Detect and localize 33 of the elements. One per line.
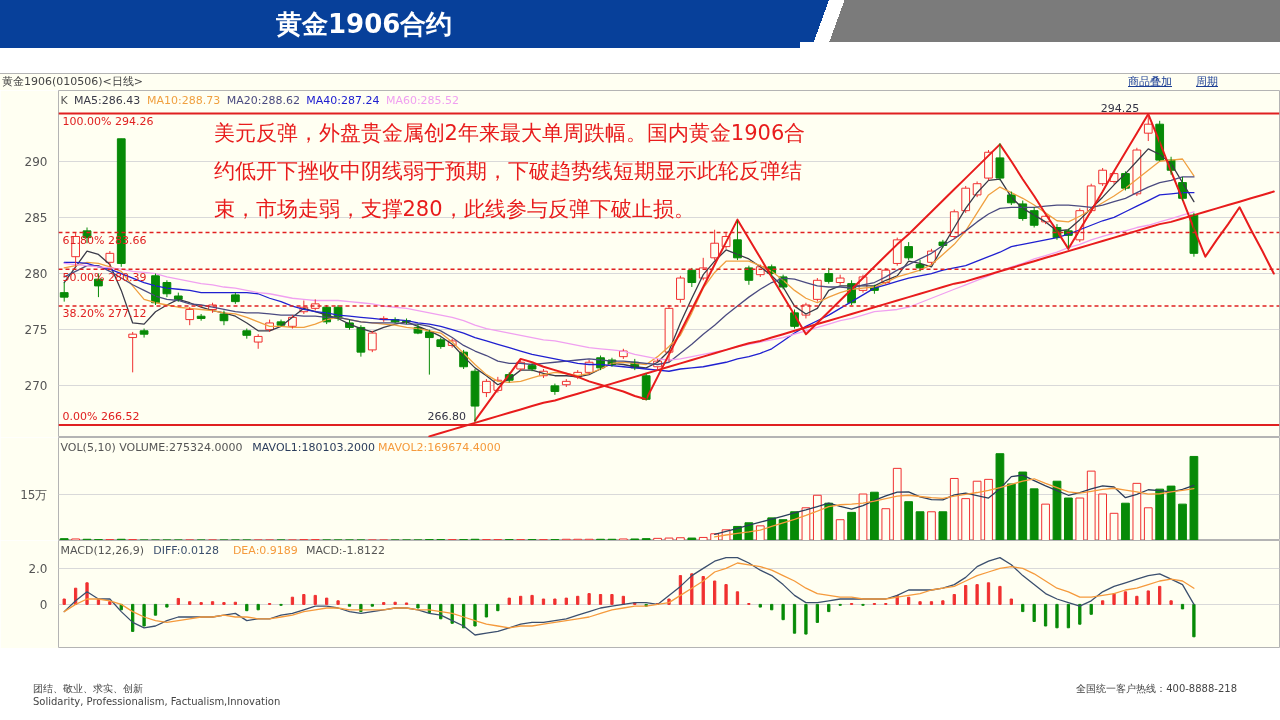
text: MA20:288.62 [226,93,300,107]
text: MA60:285.52 [385,93,460,107]
chart-subtitle: 黄金1906(010506)<日线> [2,75,144,89]
annotation: MACD:-1.8122 [305,543,386,557]
y-tick-label: 285 [24,210,48,225]
text: MAVOL2:169674.4000 [378,440,501,454]
legend-title: MACD(12,26,9) [60,543,145,557]
y-tick-label: 2.0 [28,561,48,576]
text: MA5:286.43 [74,93,141,107]
ref-line-label: 0.00% 266.52 [62,409,140,423]
text: DEA:0.9189 [232,543,298,557]
y-tick-label: 290 [24,154,48,169]
ref-line-label: 100.00% 294.26 [62,114,154,128]
text: DIFF:0.0128 [153,543,220,557]
annotation: 294.25 [1100,101,1140,115]
y-tick-label: 280 [24,267,48,282]
text: Solidarity, Professionalism, Factualism,Innovation [33,695,281,708]
text: 团结、敬业、求实、创新 [33,682,144,695]
annotation: 266.80 [427,409,467,423]
text: MAVOL1:180103.2000 [252,440,375,454]
text: 全国统一客户热线：400-8888-218 [1076,682,1237,695]
chart-title: 黄金1906合约 [276,8,453,40]
text: MA40:287.24 [306,93,380,107]
text: MA10:288.73 [147,93,221,107]
y-tick-label: 15万 [20,487,48,502]
annotation: 美元反弹，外盘贵金属创2年来最大单周跌幅。国内黄金1906合约低开下挫收中阴线弱于预期，下破趋势线短期显示此轮反弹结束，市场走弱，支撑280，此线参与反弹下破止损。 [213,120,806,221]
y-tick-label: 0 [39,597,48,612]
text: 商品叠加 [1128,75,1172,88]
text: 周期 [1196,75,1218,88]
y-tick-label: 275 [24,323,48,338]
legend-title: VOL(5,10) VOLUME:275324.0000 [60,440,243,454]
legend-title: K [60,93,69,107]
y-tick-label: 270 [24,379,48,394]
